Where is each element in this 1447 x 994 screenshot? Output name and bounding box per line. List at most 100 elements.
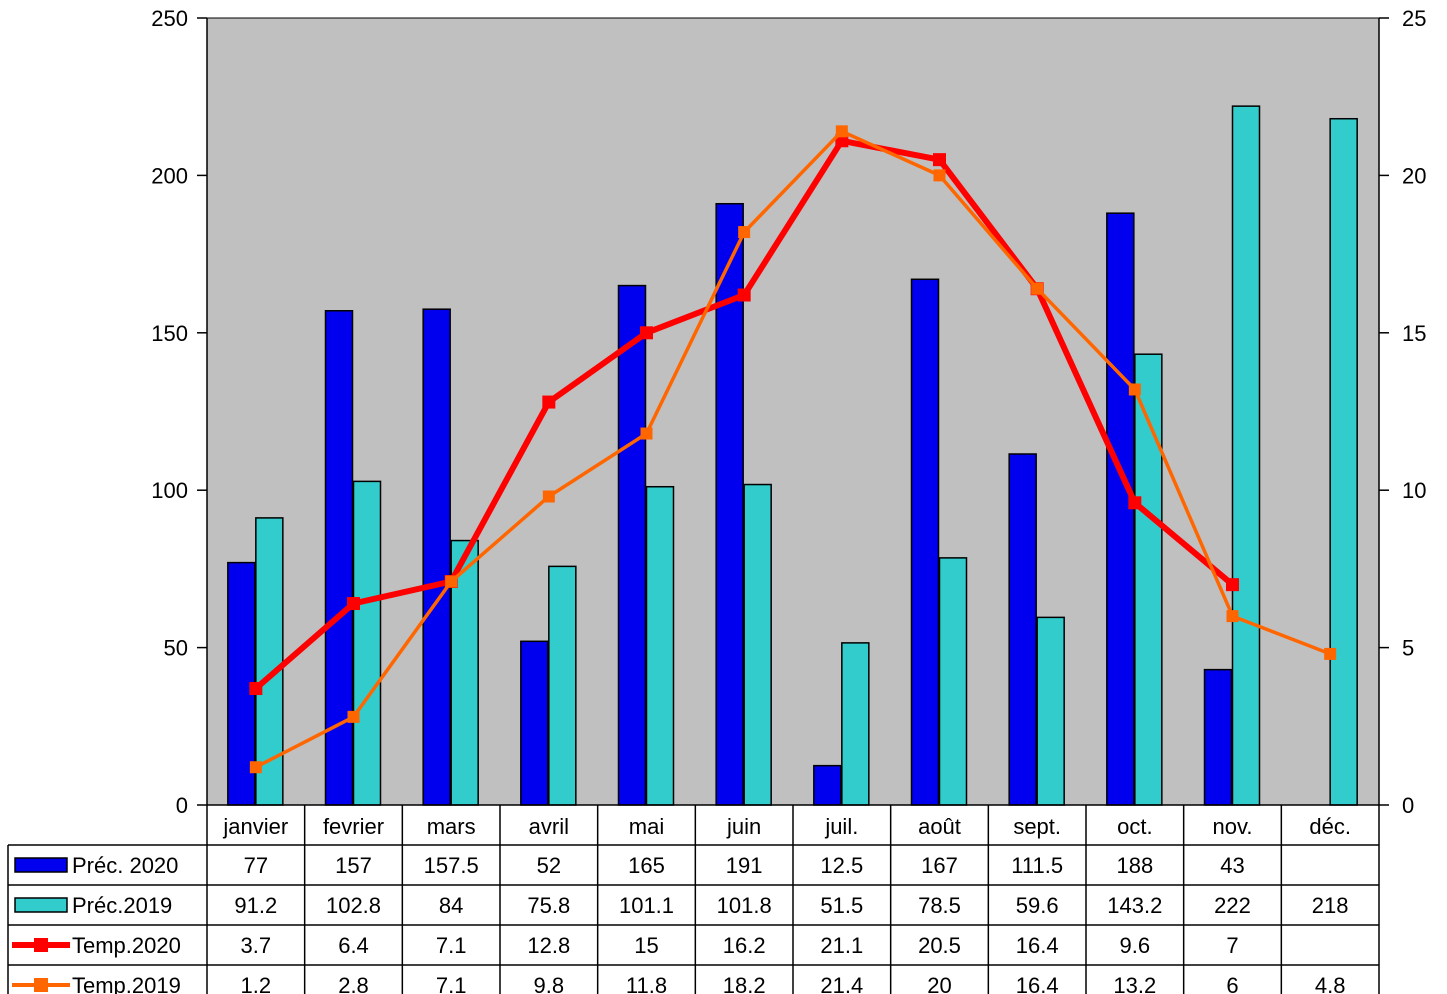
point: [836, 125, 848, 137]
data-label: 143.2: [1107, 893, 1162, 918]
data-label: 157: [335, 853, 372, 878]
category-label: juin: [726, 814, 761, 839]
y-tick-label-left: 100: [151, 478, 188, 503]
point: [543, 490, 555, 502]
data-label: 111.5: [1011, 853, 1063, 878]
bar: [1037, 617, 1064, 805]
data-label: 16.4: [1016, 973, 1059, 994]
data-label: 102.8: [326, 893, 381, 918]
legend-swatch: [15, 858, 67, 872]
plot-area: [207, 18, 1379, 805]
data-label: 15: [634, 933, 658, 958]
bar: [549, 566, 576, 805]
bar: [842, 643, 869, 805]
y-tick-label-right: 0: [1402, 793, 1414, 818]
bar: [814, 766, 841, 805]
bar: [354, 481, 381, 805]
bar: [647, 487, 674, 805]
data-label: 12.8: [527, 933, 570, 958]
point: [934, 169, 946, 181]
category-label: oct.: [1117, 814, 1152, 839]
point: [738, 289, 751, 302]
bar: [1009, 454, 1036, 805]
data-label: 43: [1220, 853, 1244, 878]
data-label: 59.6: [1016, 893, 1059, 918]
legend-label: Temp.2019: [72, 973, 181, 994]
y-tick-label-right: 5: [1402, 636, 1414, 661]
point: [1031, 283, 1043, 295]
point: [640, 326, 653, 339]
y-tick-label-left: 50: [164, 636, 188, 661]
data-label: 91.2: [234, 893, 277, 918]
data-label: 52: [537, 853, 561, 878]
legend-label: Préc. 2020: [72, 853, 178, 878]
point: [1227, 610, 1239, 622]
point: [445, 575, 457, 587]
point: [1226, 578, 1239, 591]
data-label: 218: [1312, 893, 1349, 918]
data-label: 6: [1226, 973, 1238, 994]
y-tick-label-right: 10: [1402, 478, 1426, 503]
bar: [912, 279, 939, 805]
y-tick-label-left: 250: [151, 6, 188, 31]
bar: [940, 558, 967, 805]
data-label: 7.1: [436, 973, 467, 994]
category-label: avril: [529, 814, 569, 839]
data-label: 191: [726, 853, 763, 878]
legend-label: Temp.2020: [72, 933, 181, 958]
category-label: janvier: [222, 814, 288, 839]
data-label: 20: [927, 973, 951, 994]
data-label: 7: [1226, 933, 1238, 958]
point: [738, 226, 750, 238]
category-label: sept.: [1013, 814, 1061, 839]
data-table: janvier fevrier mars avril mai juin juil. août s…: [8, 805, 1379, 994]
y-tick-label-right: 15: [1402, 321, 1426, 346]
point: [933, 153, 946, 166]
point: [542, 396, 555, 409]
data-label: 51.5: [820, 893, 863, 918]
category-label: fevrier: [323, 814, 384, 839]
legend-label: Préc.2019: [72, 893, 172, 918]
point: [250, 761, 262, 773]
bar: [521, 641, 548, 805]
category-label: juil.: [824, 814, 858, 839]
point: [1129, 383, 1141, 395]
data-label: 75.8: [527, 893, 570, 918]
bar: [1205, 670, 1232, 805]
data-label: 21.1: [820, 933, 863, 958]
category-label: déc.: [1309, 814, 1351, 839]
data-label: 165: [628, 853, 665, 878]
data-label: 18.2: [723, 973, 766, 994]
data-label: 9.6: [1120, 933, 1151, 958]
y-tick-label-left: 0: [176, 793, 188, 818]
legend-swatch-marker: [34, 978, 48, 992]
legend-swatch: [15, 898, 67, 912]
data-label: 16.2: [723, 933, 766, 958]
data-label: 13.2: [1113, 973, 1156, 994]
data-label: 77: [244, 853, 268, 878]
y-tick-label-left: 150: [151, 321, 188, 346]
data-label: 16.4: [1016, 933, 1059, 958]
y-tick-label-right: 25: [1402, 6, 1426, 31]
bar: [744, 485, 771, 805]
data-label: 2.8: [338, 973, 369, 994]
data-label: 6.4: [338, 933, 369, 958]
point: [641, 428, 653, 440]
data-label: 11.8: [626, 973, 667, 994]
data-label: 1.2: [241, 973, 272, 994]
data-label: 78.5: [918, 893, 961, 918]
category-label: mai: [629, 814, 664, 839]
bar: [423, 309, 450, 805]
category-label: août: [918, 814, 961, 839]
legend-swatch-marker: [34, 938, 48, 952]
point: [347, 597, 360, 610]
data-label: 101.8: [717, 893, 772, 918]
data-label: 21.4: [820, 973, 863, 994]
data-label: 9.8: [534, 973, 565, 994]
data-label: 12.5: [820, 853, 863, 878]
point: [249, 682, 262, 695]
data-label: 84: [439, 893, 463, 918]
point: [1128, 496, 1141, 509]
bar: [619, 286, 646, 805]
